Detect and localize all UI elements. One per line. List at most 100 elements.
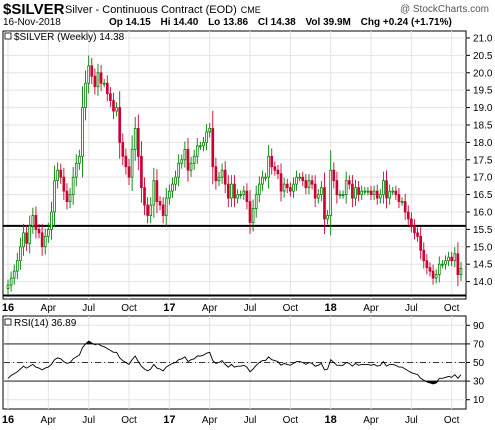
candle	[192, 149, 196, 170]
candle	[93, 68, 97, 95]
candle-body	[121, 141, 125, 157]
candle	[316, 189, 320, 204]
candle	[341, 190, 345, 199]
candle	[226, 175, 230, 208]
open-label: Op	[109, 17, 123, 28]
candle-body	[372, 190, 376, 195]
candle-body	[326, 215, 329, 220]
candle	[400, 197, 404, 206]
candle	[161, 197, 165, 224]
description-text: Silver - Continuous Contract (EOD)	[65, 4, 237, 16]
candle-body	[174, 176, 177, 185]
candle-body	[81, 107, 84, 157]
candle	[282, 177, 286, 198]
candle-body	[354, 187, 357, 199]
candle	[295, 170, 298, 191]
candle	[270, 148, 274, 175]
candle-body	[205, 131, 208, 143]
candle-body	[180, 159, 184, 164]
candle	[84, 70, 87, 121]
candle	[338, 190, 342, 199]
rsi-reference-lines	[4, 343, 466, 382]
candle	[15, 252, 19, 279]
candle-body	[273, 166, 277, 171]
x-axis-bottom: 16 Apr Jul Oct 17 Apr Jul Oct 18 Apr Jul Oct	[2, 414, 460, 426]
candle-body	[236, 194, 239, 199]
price-tick-label: 17.5	[473, 155, 493, 166]
symbol-title: $SILVER	[3, 1, 65, 18]
x-tick-label: Jul	[82, 303, 95, 314]
candle-body	[87, 65, 91, 84]
candle	[292, 177, 295, 198]
candle	[332, 162, 336, 189]
x-tick-label: Apr	[202, 415, 218, 426]
candle-body	[323, 187, 326, 220]
candle-body	[78, 155, 81, 164]
candle-body	[115, 107, 118, 112]
price-axis: 14.0 14.5 15.0 15.5 16.0 16.5 17.0 17.5 18.0 18.5…	[466, 33, 493, 288]
candle	[223, 161, 227, 194]
candle	[372, 185, 376, 200]
candle-body	[289, 187, 292, 192]
candle-body	[230, 183, 233, 199]
candle-body	[155, 180, 159, 202]
candle	[279, 163, 283, 202]
chart-header: $SILVER Silver - Continuous Contract (EO…	[3, 0, 493, 30]
candle-body	[211, 128, 215, 168]
candle-body	[366, 190, 370, 193]
candle-body	[416, 232, 419, 237]
candle	[205, 124, 208, 151]
candle-body	[307, 180, 311, 189]
candle	[242, 185, 246, 200]
candle	[53, 165, 56, 228]
price-tick-label: 16.0	[473, 207, 493, 218]
candle-body	[437, 263, 441, 276]
candle	[62, 168, 66, 201]
x-tick-label: 16	[2, 414, 14, 426]
x-tick-label: Oct	[444, 415, 460, 426]
candle	[248, 190, 252, 234]
candle-body	[313, 183, 317, 199]
candle	[267, 144, 270, 189]
candle-body	[254, 194, 258, 209]
candle-body	[15, 260, 19, 272]
candle-body	[428, 267, 432, 272]
candle-body	[316, 194, 320, 199]
candle	[78, 149, 81, 170]
candle-body	[351, 183, 354, 199]
x-tick-label: 18	[325, 302, 337, 314]
candle-body	[382, 180, 385, 195]
candle	[254, 185, 258, 218]
x-tick-label: Apr	[41, 415, 57, 426]
candle	[431, 264, 435, 285]
candle	[236, 189, 239, 204]
candle-body	[140, 155, 143, 189]
candle-body	[419, 235, 422, 251]
candle-body	[410, 218, 413, 227]
x-tick-label: Apr	[41, 303, 57, 314]
candle-body	[320, 187, 323, 195]
candle	[422, 242, 426, 269]
candle	[388, 184, 391, 205]
rsi-tick-label: 50	[473, 358, 485, 369]
candle	[87, 55, 91, 94]
price-tick-label: 16.5	[473, 190, 493, 201]
candle-body	[149, 204, 153, 216]
x-tick-label: Oct	[283, 415, 299, 426]
candle	[149, 197, 153, 224]
candle-body	[431, 270, 435, 279]
candle-body	[34, 215, 38, 230]
candle	[56, 162, 59, 189]
candle-body	[93, 75, 97, 88]
candle	[444, 255, 447, 270]
candle-body	[31, 215, 35, 227]
candle	[158, 196, 162, 211]
candle	[19, 237, 22, 270]
candle	[208, 123, 212, 138]
candle	[152, 167, 156, 218]
candle	[43, 228, 47, 255]
open-value: 14.15	[125, 17, 151, 28]
rsi-legend-swatch	[4, 318, 12, 326]
candle	[28, 215, 32, 254]
candle	[59, 163, 63, 184]
